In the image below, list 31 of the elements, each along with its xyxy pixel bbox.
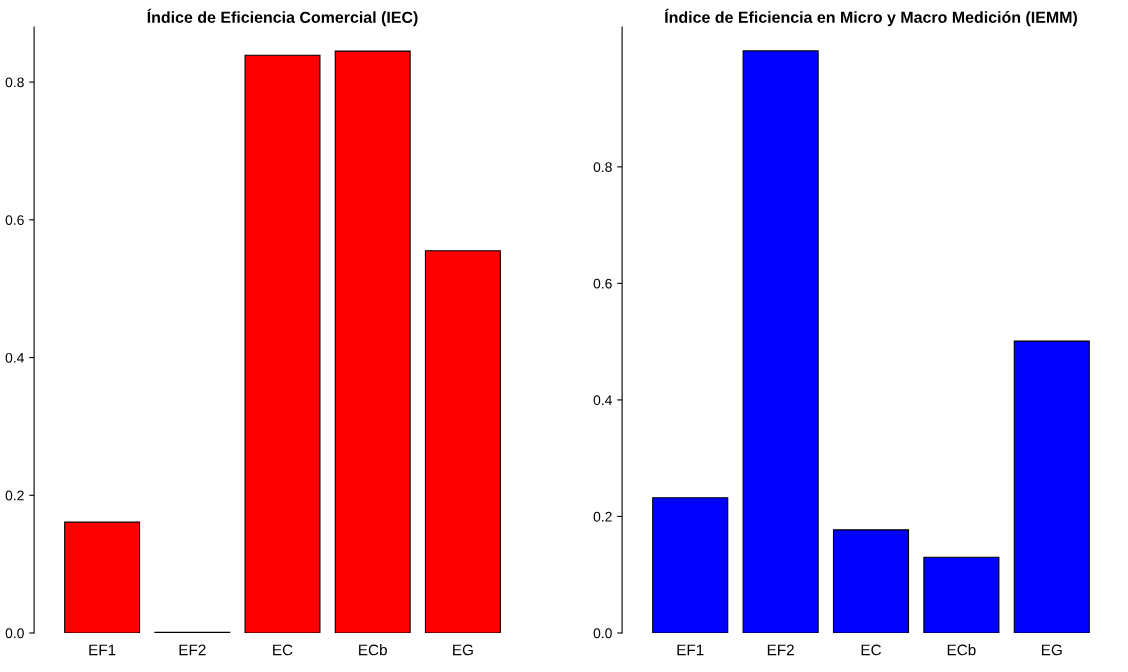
x-tick-label: ECb <box>359 644 387 656</box>
x-tick-label: EF2 <box>179 644 206 656</box>
bar <box>334 50 411 633</box>
x-tick-label: ECb <box>947 644 976 656</box>
x-tick-label: EF1 <box>677 644 704 656</box>
bar <box>244 54 321 633</box>
x-tick-label: EC <box>273 644 293 656</box>
y-tick-label: 0.4 <box>593 395 612 406</box>
x-tick-label: EG <box>453 644 473 656</box>
bar <box>1013 340 1090 633</box>
y-tick-label: 0.8 <box>5 77 24 88</box>
y-tick-label: 0.0 <box>593 628 612 639</box>
y-tick-label: 0.2 <box>593 511 612 522</box>
x-tick-label: EC <box>861 644 882 656</box>
x-tick-label: EF2 <box>767 644 794 656</box>
x-tick-label: EF1 <box>89 644 116 656</box>
bar <box>742 50 819 633</box>
bar <box>923 556 1000 633</box>
bar <box>832 529 910 633</box>
y-tick-label: 0.4 <box>5 352 24 363</box>
y-tick-label: 0.2 <box>5 490 24 501</box>
bar <box>424 250 501 633</box>
chart-title: Índice de Eficiencia Comercial (IEC) <box>147 8 418 27</box>
y-tick-label: 0.8 <box>593 162 612 173</box>
x-tick-label: EG <box>1041 644 1062 656</box>
chart-title: Índice de Eficiencia en Micro y Macro Medición (IEMM) <box>665 8 1078 27</box>
y-tick-label: 0.0 <box>5 628 24 639</box>
y-tick-label: 0.6 <box>5 215 24 225</box>
bar <box>652 497 729 633</box>
bar <box>64 521 141 633</box>
y-tick-label: 0.6 <box>593 278 612 289</box>
